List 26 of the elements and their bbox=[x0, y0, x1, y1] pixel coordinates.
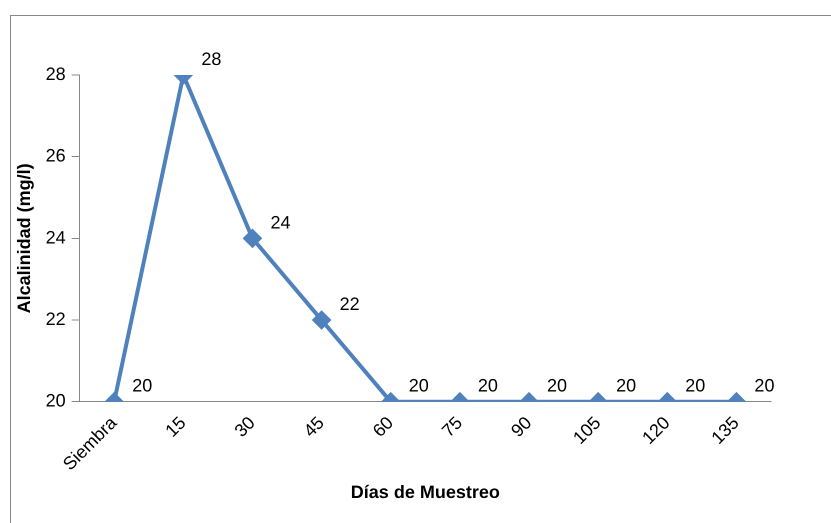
data-label: 20 bbox=[132, 376, 152, 396]
data-label: 20 bbox=[685, 376, 706, 396]
data-label: 20 bbox=[754, 376, 774, 396]
data-label: 28 bbox=[201, 48, 222, 69]
data-label: 20 bbox=[616, 376, 636, 396]
x-tick-label: 90 bbox=[507, 412, 536, 441]
y-tick-label: 20 bbox=[46, 390, 66, 411]
y-tick-label: 26 bbox=[46, 146, 66, 166]
y-tick-label: 28 bbox=[46, 64, 66, 84]
x-tick-label: 75 bbox=[438, 412, 466, 441]
data-label: 20 bbox=[478, 376, 498, 396]
x-axis-title: Días de Muestreo bbox=[350, 482, 500, 502]
y-axis-title: Alcalinidad (mg/l) bbox=[14, 163, 34, 314]
x-tick-label: 135 bbox=[707, 412, 743, 448]
x-tick-label: 15 bbox=[161, 412, 190, 441]
x-tick-label: 45 bbox=[300, 412, 328, 441]
data-label: 22 bbox=[340, 294, 360, 314]
y-tick-label: 24 bbox=[46, 227, 66, 248]
x-tick-label: 120 bbox=[638, 412, 674, 448]
x-tick-label: 30 bbox=[230, 412, 259, 441]
data-label: 20 bbox=[547, 376, 568, 396]
data-label: 20 bbox=[408, 376, 429, 396]
y-tick-label: 22 bbox=[46, 309, 66, 330]
x-tick-label: 105 bbox=[569, 412, 604, 448]
data-label: 24 bbox=[270, 212, 290, 232]
x-tick-label: 60 bbox=[368, 412, 398, 441]
